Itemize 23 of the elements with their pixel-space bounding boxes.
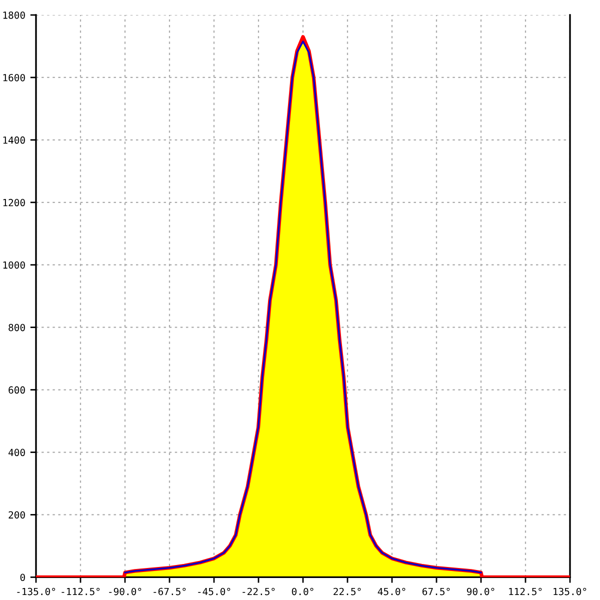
x-tick-label: -67.5° <box>154 588 186 596</box>
y-tick-label: 600 <box>8 386 25 394</box>
x-tick-label: 45.0° <box>378 588 406 596</box>
x-tick-label: 0.0° <box>292 588 314 596</box>
y-tick-label: 1800 <box>3 12 25 19</box>
y-tick-label: 400 <box>8 448 25 456</box>
y-tick-label: 1000 <box>3 261 25 269</box>
y-tick-label: 0 <box>20 574 25 582</box>
y-tick-label: 1200 <box>3 198 25 206</box>
y-tick-label: 800 <box>8 324 25 332</box>
x-tick-label: -45.0° <box>198 588 230 596</box>
x-tick-label: -22.5° <box>242 588 275 596</box>
x-tick-label: -112.5° <box>62 588 100 596</box>
x-tick-label: 112.5° <box>509 588 542 596</box>
y-tick-label: 1600 <box>3 74 25 82</box>
x-tick-label: 67.5° <box>422 588 450 596</box>
x-tick-label: 22.5° <box>334 588 361 596</box>
y-tick-label: 1400 <box>3 136 25 144</box>
x-tick-label: 135.0° <box>554 588 586 596</box>
x-tick-label: 90.0° <box>466 588 494 596</box>
x-tick-label: -135.0° <box>17 588 56 596</box>
x-tick-label: -90.0° <box>109 588 142 596</box>
y-tick-label: 200 <box>8 511 25 519</box>
